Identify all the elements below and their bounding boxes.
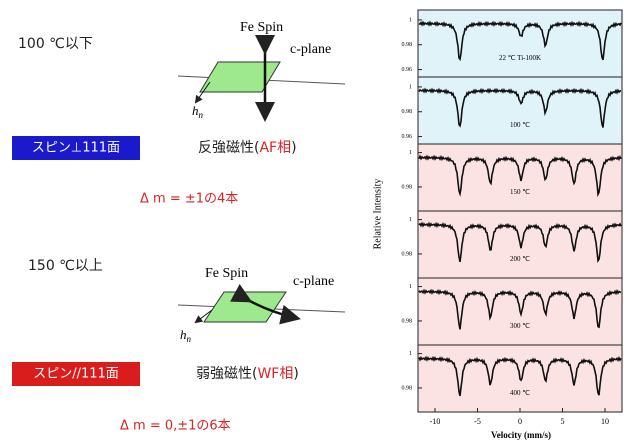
diagram-bottom (178, 292, 345, 322)
y-tick-label: 0.98 (402, 318, 413, 324)
heading: 100 ℃以下 (18, 36, 93, 52)
plane-label: c-plane (293, 274, 334, 289)
y-tick-label: 1 (409, 351, 412, 357)
panel-label: 400 ℃ (510, 389, 530, 397)
panel-bg (418, 77, 622, 144)
panel-label: 100 ℃ (510, 121, 530, 129)
y-tick-label: 0.98 (402, 184, 413, 190)
y-tick-label: 0.98 (402, 42, 413, 48)
y-tick-label: 0.96 (402, 67, 413, 73)
y-tick-label: 0.98 (402, 385, 413, 391)
y-tick-label: 0.98 (402, 109, 413, 115)
diagram-top (178, 50, 345, 117)
x-tick-label: 0 (518, 417, 522, 426)
y-tick-label: 1 (409, 17, 412, 23)
heading: 150 ℃以上 (28, 258, 103, 274)
lines-text: Δ m = ±1の4本 (140, 192, 238, 207)
phase: 反強磁性(AF相) (198, 140, 297, 156)
x-tick-label: 10 (601, 417, 609, 426)
panel-label: 300 ℃ (510, 322, 530, 330)
phase: 弱強磁性(WF相) (196, 366, 299, 382)
y-label: Relative Intensity (372, 179, 383, 250)
y-tick-label: 0.98 (402, 251, 413, 257)
y-tick-label: 1 (409, 284, 412, 290)
spin-label: Fe Spin (205, 266, 248, 281)
panel-label: 150 ℃ (510, 188, 530, 196)
box-label: スピン⊥111面 (32, 141, 120, 156)
x-tick-label: 5 (561, 417, 565, 426)
y-tick-label: 0.96 (402, 134, 413, 140)
panel-label: 200 ℃ (510, 255, 530, 263)
spin-label: Fe Spin (240, 20, 283, 35)
lines-text: Δ m = 0,±1の6本 (120, 419, 231, 434)
x-tick-label: -10 (430, 417, 441, 426)
x-tick-label: -5 (474, 417, 481, 426)
spectra: 1 0.98 0.96 22 ℃ Ti-100K 1 0.98 0.96 100 ℃ 1 0.98… (402, 10, 623, 426)
y-tick-label: 1 (409, 217, 412, 223)
panel-label: 22 ℃ Ti-100K (499, 54, 541, 62)
x-label: Velocity (mm/s) (491, 430, 551, 440)
y-tick-label: 1 (409, 150, 412, 156)
field-label: hn (192, 103, 204, 120)
panel-bg (418, 10, 622, 77)
field-label: hn (180, 327, 192, 344)
slide: 100 ℃以下 Fe Spin c-plane hn スピン⊥111面 反強磁性… (0, 0, 624, 441)
y-tick-label: 1 (409, 84, 412, 90)
plane-label: c-plane (290, 42, 331, 57)
box-label: スピン//111面 (33, 367, 119, 382)
